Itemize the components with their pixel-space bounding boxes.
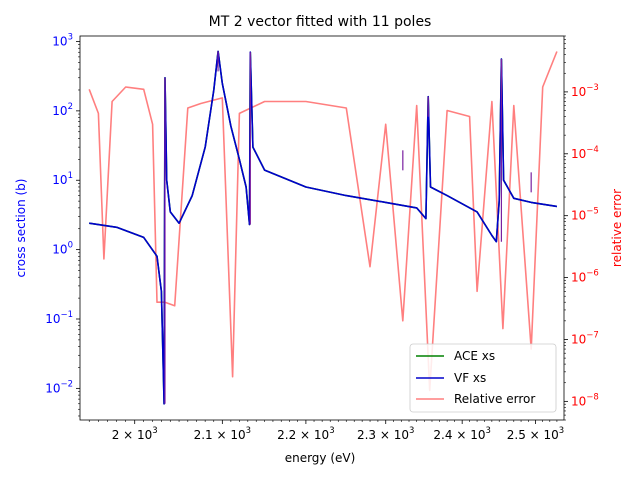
y-right-tick-label: 10−7: [571, 330, 599, 346]
legend-label-vf-xs: VF xs: [454, 371, 486, 385]
relative-error-line: [88, 51, 558, 392]
x-tick-label: 2.1 × 103: [194, 426, 251, 442]
x-axis-label: energy (eV): [285, 451, 356, 465]
y-right-tick-label: 10−8: [571, 392, 599, 408]
y-left-tick-label: 101: [52, 171, 73, 187]
legend-box: [409, 343, 557, 413]
x-tick-label: 2.4 × 103: [433, 426, 490, 442]
plot-area: [88, 50, 558, 405]
legend-label-ace-xs: ACE xs: [454, 349, 495, 363]
legend-label-relative-error: Relative error: [454, 392, 535, 406]
y-right-tick-label: 10−5: [571, 207, 599, 223]
x-tick-label: 2 × 103: [112, 426, 158, 442]
relative-error-layer: [88, 51, 558, 392]
y-left-tick-label: 103: [52, 32, 73, 48]
x-tick-label: 2.5 × 103: [507, 426, 564, 442]
y-axis-left-label: cross section (b): [14, 179, 28, 278]
y-left-tick-label: 100: [52, 241, 73, 257]
y-right-tick-label: 10−4: [571, 145, 599, 161]
y-axis-left: 10−2 10−1 100 101 102 103: [45, 32, 80, 417]
x-tick-label: 2.3 × 103: [357, 426, 414, 442]
x-tick-label: 2.2 × 103: [277, 426, 334, 442]
y-right-tick-label: 10−6: [571, 269, 599, 285]
y-right-tick-label: 10−3: [571, 83, 599, 99]
x-axis: 2 × 103 2.1 × 103 2.2 × 103 2.3 × 103 2.4 × …: [88, 420, 564, 442]
y-left-tick-label: 10−1: [45, 310, 73, 326]
y-left-tick-label: 10−2: [45, 379, 73, 395]
chart-title: MT 2 vector fitted with 11 poles: [209, 14, 432, 30]
y-axis-right: 10−8 10−7 10−6 10−5 10−4 10−3: [564, 35, 599, 421]
legend: ACE xs VF xs Relative error: [409, 343, 557, 413]
y-axis-right-label: relative error: [610, 189, 624, 267]
y-left-tick-label: 102: [52, 102, 73, 118]
cross-section-layer: [89, 50, 558, 405]
